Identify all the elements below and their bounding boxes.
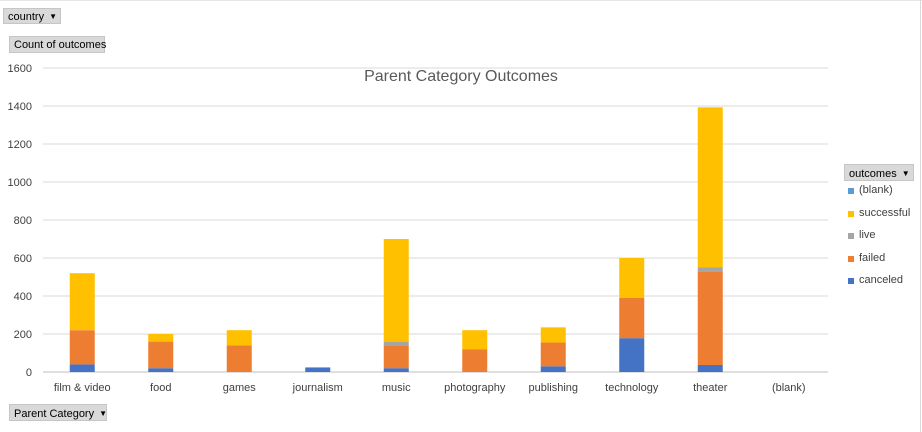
sheet-right-edge — [920, 0, 921, 432]
bar-canceled-1 — [148, 368, 174, 372]
y-tick-label: 1400 — [8, 101, 32, 113]
sheet-top-edge — [0, 0, 922, 1]
value-field-button[interactable]: Count of outcomes — [9, 36, 107, 53]
legend-label: canceled — [859, 274, 904, 286]
y-tick-label: 1000 — [8, 177, 32, 189]
chevron-down-icon: ▼ — [901, 169, 910, 178]
legend-label: failed — [859, 251, 886, 264]
x-axis-ticks: film & video food games journalism music phot… — [54, 382, 806, 394]
x-tick-label: food — [150, 382, 171, 394]
parent-category-filter-button[interactable]: Parent Category ▼ — [9, 404, 107, 421]
bar-successful-8 — [697, 107, 723, 268]
bar-successful-1 — [148, 334, 174, 342]
outcomes-filter-label: outcomes — [849, 168, 897, 180]
legend-label: (blank) — [859, 184, 893, 196]
bar-canceled-8 — [697, 364, 723, 372]
y-tick-label: 1200 — [8, 139, 32, 151]
y-tick-label: 800 — [14, 215, 32, 227]
legend-label: live — [859, 229, 876, 241]
bar-canceled-3 — [305, 367, 331, 372]
bar-successful-0 — [69, 273, 95, 331]
value-field-label: Count of outcomes — [14, 39, 107, 51]
bar-canceled-7 — [619, 338, 645, 372]
x-tick-label: theater — [693, 382, 728, 394]
bar-canceled-0 — [69, 364, 95, 372]
x-tick-label: music — [382, 382, 411, 394]
parent-category-filter-label: Parent Category — [14, 408, 95, 420]
legend-swatch — [848, 255, 854, 262]
bar-successful-6 — [540, 327, 566, 343]
x-tick-label: journalism — [292, 382, 343, 394]
bar-failed-7 — [619, 297, 645, 339]
bar-failed-0 — [69, 330, 95, 365]
x-tick-label: publishing — [528, 382, 578, 394]
legend-swatch — [848, 210, 854, 217]
bar-failed-8 — [697, 271, 723, 365]
bar-failed-1 — [148, 341, 174, 369]
gridlines — [43, 67, 828, 373]
legend-swatch — [848, 233, 854, 239]
x-tick-label: games — [223, 382, 257, 394]
bar-canceled-6 — [540, 366, 566, 372]
bar-failed-6 — [540, 342, 566, 367]
y-tick-label: 400 — [14, 291, 32, 303]
legend-swatch — [848, 278, 854, 284]
y-tick-label: 1600 — [8, 63, 32, 75]
x-tick-label: technology — [605, 382, 659, 394]
bar-failed-4 — [383, 345, 409, 369]
chart-title: Parent Category Outcomes — [364, 68, 558, 85]
x-tick-label: photography — [444, 382, 506, 394]
outcomes-filter-button[interactable]: outcomes ▼ — [844, 164, 914, 181]
chevron-down-icon: ▼ — [99, 409, 108, 418]
x-tick-label: film & video — [54, 382, 111, 394]
legend-label: successful — [859, 206, 911, 219]
country-filter-label: country — [8, 11, 45, 23]
bar-failed-5 — [462, 349, 488, 372]
bar-series — [69, 107, 723, 372]
bar-canceled-4 — [383, 368, 409, 372]
y-tick-label: 0 — [26, 367, 32, 379]
bar-live-8 — [697, 267, 723, 272]
bar-successful-4 — [383, 239, 409, 342]
bar-live-4 — [383, 341, 409, 346]
legend-swatch — [848, 188, 854, 194]
x-tick-label: (blank) — [772, 382, 806, 394]
y-tick-label: 600 — [14, 253, 32, 265]
bar-successful-5 — [462, 330, 488, 350]
country-filter-button[interactable]: country ▼ — [3, 8, 61, 24]
chevron-down-icon: ▼ — [49, 12, 57, 21]
bar-successful-7 — [619, 258, 645, 298]
bar-failed-2 — [226, 345, 252, 372]
bar-successful-2 — [226, 330, 252, 346]
y-axis-ticks: 0 200 400 600 800 1000 1200 1400 1600 — [8, 63, 32, 379]
y-tick-label: 200 — [14, 329, 32, 341]
